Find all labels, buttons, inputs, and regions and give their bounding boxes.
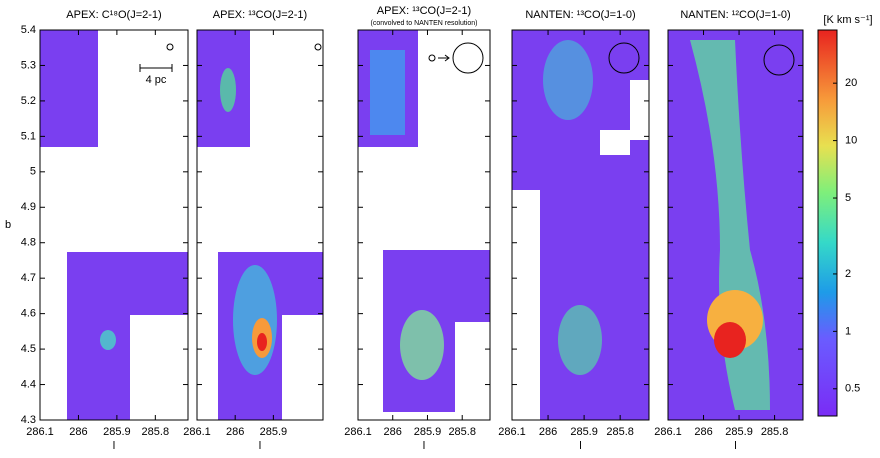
x-tick-label: 286.1 bbox=[183, 426, 211, 438]
colorbar-tick-label: 20 bbox=[845, 77, 857, 89]
x-tick-label: 285.9 bbox=[725, 426, 753, 438]
x-tick-label: 285.9 bbox=[103, 426, 131, 438]
x-tick-label: 286 bbox=[694, 426, 712, 438]
panel-frame bbox=[39, 29, 189, 421]
x-tick-label: 285.8 bbox=[606, 426, 634, 438]
x-tick-label: 286.1 bbox=[344, 426, 372, 438]
y-axis-label: b bbox=[5, 219, 11, 231]
y-tick-label: 4.9 bbox=[21, 201, 36, 213]
x-tick-label: 286.1 bbox=[498, 426, 526, 438]
y-tick-label: 5 bbox=[30, 166, 36, 178]
panel-title: APEX: ¹³CO(J=2-1) bbox=[213, 9, 307, 21]
x-tick-label: 286.1 bbox=[26, 426, 54, 438]
x-tick-label: 285.9 bbox=[570, 426, 598, 438]
y-tick-label: 4.6 bbox=[21, 308, 36, 320]
colorbar-tick-label: 2 bbox=[845, 268, 851, 280]
y-tick-label: 4.3 bbox=[21, 414, 36, 426]
x-tick-label: 286 bbox=[226, 426, 244, 438]
panel-title: APEX: C¹⁸O(J=2-1) bbox=[66, 9, 161, 21]
y-tick-label: 4.8 bbox=[21, 237, 36, 249]
colorbar-label: [K km s⁻¹] bbox=[823, 14, 872, 26]
x-tick-label: 285.9 bbox=[260, 426, 288, 438]
map-image bbox=[40, 30, 803, 420]
x-axis-label: l bbox=[423, 440, 425, 452]
colorbar-tick-label: 1 bbox=[845, 325, 851, 337]
x-tick-label: 286 bbox=[539, 426, 557, 438]
panel-title: NANTEN: ¹²CO(J=1-0) bbox=[680, 9, 790, 21]
panel-frame bbox=[667, 29, 804, 421]
x-tick-label: 286.1 bbox=[654, 426, 682, 438]
colorbar bbox=[817, 29, 838, 417]
x-tick-label: 286 bbox=[384, 426, 402, 438]
x-tick-label: 285.8 bbox=[448, 426, 476, 438]
y-tick-label: 4.5 bbox=[21, 343, 36, 355]
panel-title: APEX: ¹³CO(J=2-1) bbox=[377, 5, 471, 17]
y-tick-label: 5.1 bbox=[21, 130, 36, 142]
y-tick-label: 5.2 bbox=[21, 95, 36, 107]
y-tick-label: 4.7 bbox=[21, 272, 36, 284]
colorbar-tick-label: 0.5 bbox=[845, 383, 860, 395]
panel-subtitle: (convolved to NANTEN resolution) bbox=[371, 20, 478, 27]
x-axis-label: l bbox=[259, 440, 261, 452]
y-tick-label: 5.4 bbox=[21, 24, 36, 36]
x-tick-label: 286 bbox=[69, 426, 87, 438]
x-axis-label: l bbox=[734, 440, 736, 452]
x-tick-label: 285.8 bbox=[761, 426, 789, 438]
colorbar-tick-label: 10 bbox=[845, 135, 857, 147]
y-tick-label: 5.3 bbox=[21, 59, 36, 71]
x-tick-label: 285.8 bbox=[142, 426, 170, 438]
panel-frame bbox=[357, 29, 491, 421]
x-tick-label: 285.9 bbox=[414, 426, 442, 438]
panel-title: NANTEN: ¹³CO(J=1-0) bbox=[525, 9, 635, 21]
colorbar-tick-label: 5 bbox=[845, 192, 851, 204]
x-axis-label: l bbox=[113, 440, 115, 452]
y-tick-label: 4.4 bbox=[21, 378, 36, 390]
beam-markers bbox=[139, 42, 795, 76]
x-axis-label: l bbox=[579, 440, 581, 452]
panel-frame bbox=[196, 29, 324, 421]
scale-label: 4 pc bbox=[146, 74, 167, 86]
panel-frame bbox=[511, 29, 650, 421]
